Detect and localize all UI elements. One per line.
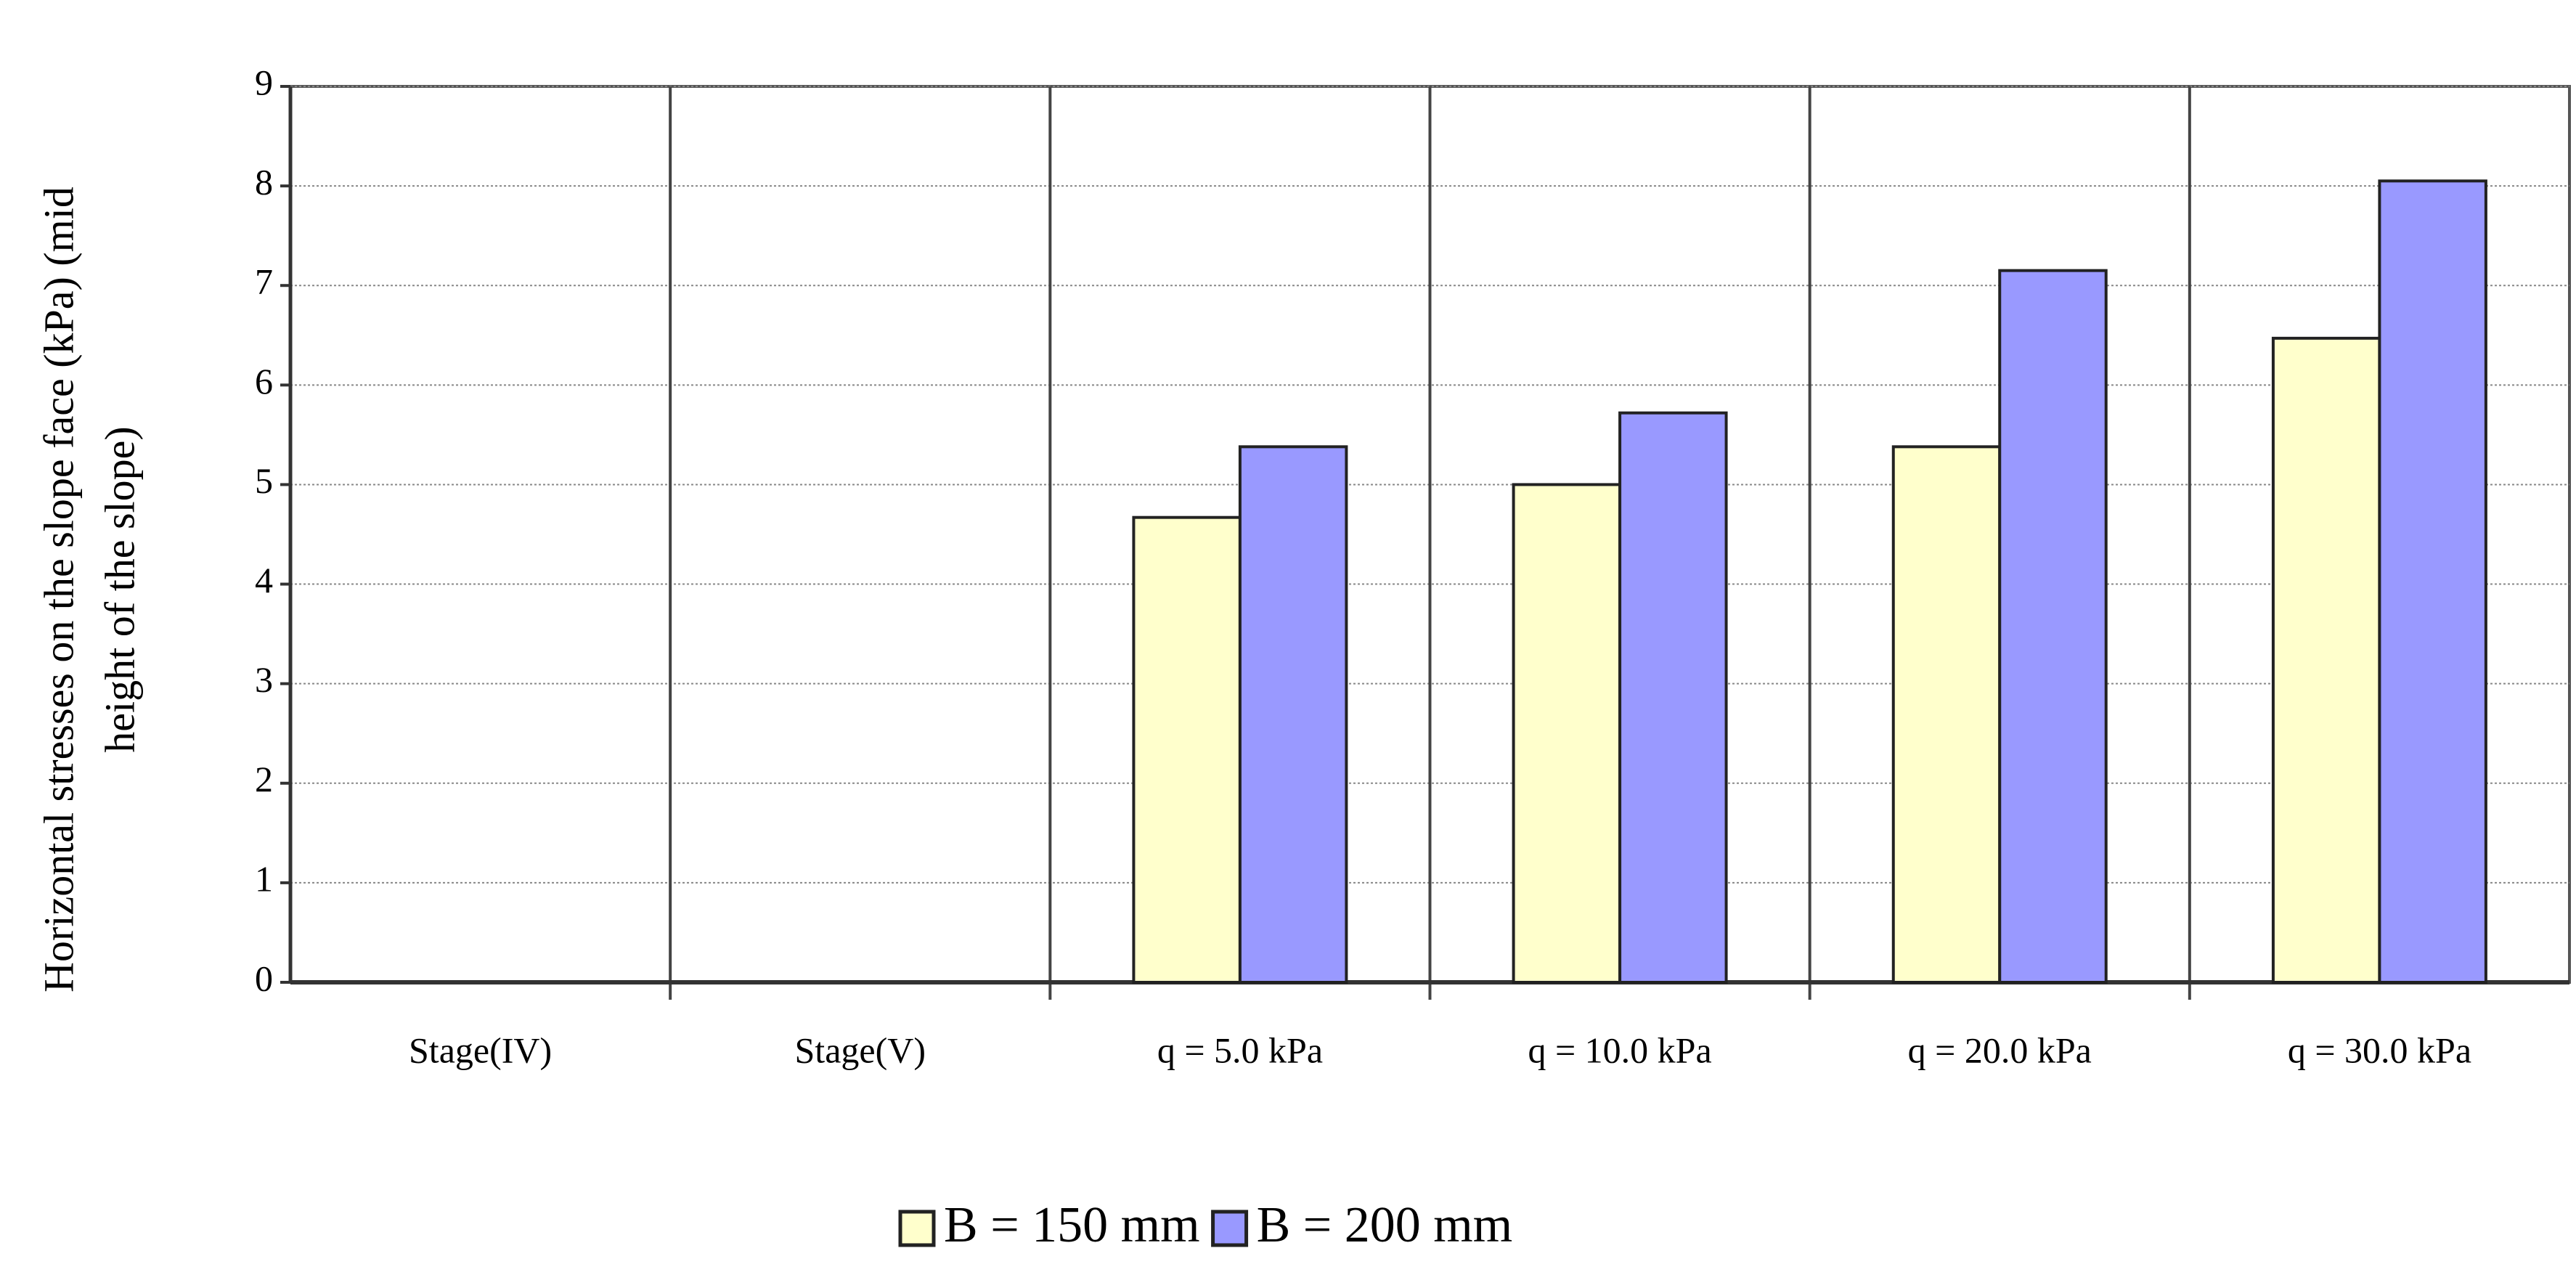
- legend-swatch: [898, 1210, 936, 1247]
- y-tick-label: 9: [255, 62, 273, 102]
- y-tick-label: 4: [255, 560, 273, 600]
- bar: [1132, 515, 1242, 984]
- x-tick-label: q = 20.0 kPa: [1908, 1029, 2092, 1070]
- y-tick-label: 8: [255, 162, 273, 203]
- bar: [1238, 445, 1348, 984]
- bar: [1618, 411, 1728, 984]
- bar: [1512, 483, 1622, 984]
- x-tick-label: q = 5.0 kPa: [1157, 1029, 1323, 1070]
- y-axis-label: height of the slope): [96, 426, 143, 752]
- x-tick-label: Stage(IV): [409, 1029, 552, 1070]
- legend-label: B = 200 mm: [1257, 1197, 1513, 1253]
- legend-swatch: [1211, 1210, 1249, 1247]
- y-tick-label: 6: [255, 361, 273, 401]
- y-tick-label: 1: [255, 858, 273, 899]
- bar: [1998, 269, 2108, 984]
- legend-label: B = 150 mm: [944, 1197, 1200, 1253]
- y-tick-label: 3: [255, 659, 273, 700]
- x-tick-label: q = 10.0 kPa: [1528, 1029, 1711, 1070]
- bar: [2378, 179, 2487, 984]
- bar: [1891, 445, 2002, 984]
- y-tick-label: 7: [255, 261, 273, 302]
- y-tick-label: 5: [255, 460, 273, 501]
- y-axis-label: Horizontal stresses on the slope face (k…: [35, 187, 82, 992]
- y-tick-label: 2: [255, 759, 273, 799]
- x-tick-label: q = 30.0 kPa: [2288, 1029, 2471, 1070]
- bar: [2271, 336, 2381, 984]
- y-tick-label: 0: [255, 958, 273, 998]
- x-tick-label: Stage(V): [795, 1029, 926, 1070]
